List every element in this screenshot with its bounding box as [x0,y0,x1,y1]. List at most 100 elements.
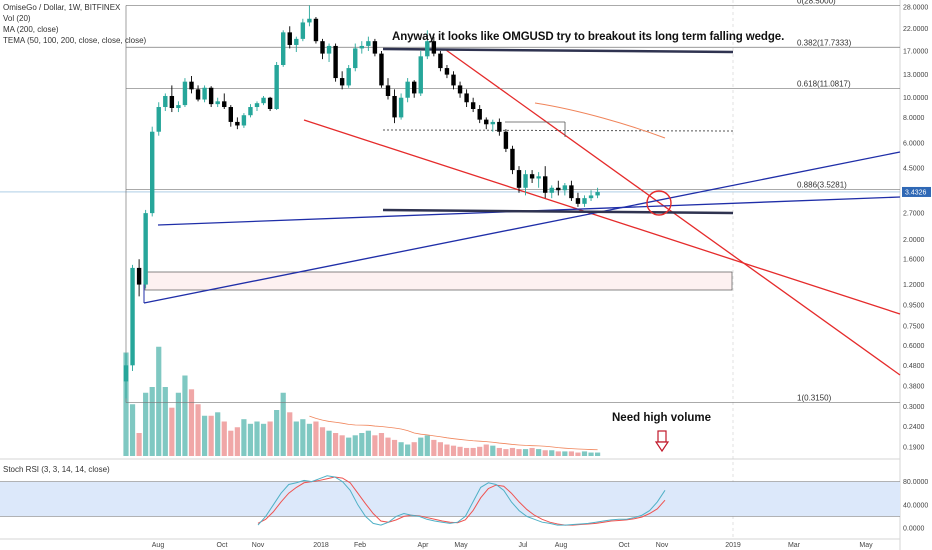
time-tick-label: Aug [555,542,568,549]
price-tick-label: 0.3800 [903,383,925,390]
last-price-tag [902,186,931,197]
time-tick-label: Oct [217,542,228,549]
time-tick-label: Nov [656,542,669,549]
candle-body [562,185,568,191]
volume-bar [346,437,352,456]
volume-bar [549,450,555,456]
fibonacci-levels: 0(28.5000) 0.382(17.7333) 0.618(11.0817) 0.… [125,0,900,403]
time-tick-label: 2019 [725,542,741,549]
candle-body [320,41,325,54]
time-tick-label: Apr [418,542,430,549]
candle-body [202,87,207,100]
price-tick-label: 8.0000 [903,115,925,122]
candle-body [438,53,443,69]
candle-body [543,176,548,193]
volume-bar [405,444,411,456]
volume-bar [221,421,227,456]
volume-bar [287,412,293,456]
volume-bar [470,447,476,456]
symbol-title: OmiseGo / Dollar, 1W, BITFINEX [3,3,121,12]
candle-body [418,56,423,94]
candle-body [176,105,181,109]
candle-body [143,213,148,285]
candle-body [575,198,581,204]
indicator-tema[interactable]: TEMA (50, 100, 200, close, close, close) [3,36,147,45]
candle-body [444,68,450,75]
volume-bar [365,430,371,456]
hand-pointer-tip [654,441,670,453]
time-axis[interactable]: Aug Oct Nov 2018 Feb Apr May Jul Aug Oct Nov 2019 Ma… [0,538,900,549]
indicator-ma[interactable]: MA (200, close) [3,25,59,34]
candle-body [208,87,214,105]
candle-body [536,176,541,179]
candle-body [379,53,384,86]
candle-body [523,174,528,188]
stoch-rsi-panel [0,475,900,526]
candle-body [425,41,430,57]
candle-body [136,267,142,285]
time-tick-label: Feb [354,542,366,549]
stoch-k-line [257,475,666,526]
candle-body [267,97,273,109]
candle-body [195,89,201,100]
fib-label: 0.886(3.5281) [797,181,847,190]
volume-bar [457,446,463,456]
indicator-vol[interactable]: Vol (20) [3,14,31,23]
candle-body [569,185,574,199]
candle-body [412,81,417,94]
volume-bar [555,451,561,456]
rsi-tick-label: 80.0000 [903,479,928,486]
price-axis[interactable]: 28.0000 22.0000 17.0000 13.0000 10.0000 8.000… [902,5,931,533]
candle-body [130,267,135,366]
volume-bar [496,447,502,456]
volume-bar [313,421,319,456]
volume-bar [509,447,516,456]
candle-body [248,107,253,116]
volume-bar [333,433,339,456]
volume-bar [522,449,529,456]
volume-bar [542,450,548,456]
price-tick-label: 0.1900 [903,445,925,452]
volume-bar [293,421,299,456]
candle-body [307,18,312,23]
volume-bar [136,433,142,456]
volume-bar [516,449,522,456]
time-tick-label: Aug [152,542,165,549]
stoch-rsi-label[interactable]: Stoch RSI (3, 3, 14, 14, close) [3,465,110,474]
volume-bar [143,392,149,456]
volume-bar [398,442,404,456]
candle-body [156,107,161,132]
candle-body [274,64,279,109]
volume-bar [490,445,496,456]
price-tick-label: 2.7000 [903,211,925,218]
volume-bar [437,442,443,456]
volume-bar [319,427,326,456]
volume-bar [391,439,398,456]
moving-average [534,102,666,139]
candle-body [484,119,489,125]
volume-bar [208,415,214,456]
candle-body [385,85,391,96]
volume-bar [464,447,470,456]
volume-bar [254,421,260,456]
volume-bar [568,451,574,456]
hand-pointer-icon [657,430,667,443]
price-tick-label: 1.2000 [903,282,925,289]
volume-note[interactable]: Need high volume [612,412,712,424]
candle-body [228,107,233,122]
candle-body [254,103,260,108]
volume-bar [274,410,280,456]
candle-body [588,195,594,199]
volume-bar [418,437,424,456]
volume-bar [169,407,175,456]
volume-bar [385,437,391,456]
fib-label: 0(28.5000) [797,0,836,5]
volume-bar [241,419,247,456]
candle-body [470,102,476,109]
volume-bar [378,433,385,456]
candle-body [582,198,587,204]
candle-body [123,365,129,382]
candle-body [503,131,509,149]
annotation-text[interactable]: Anyway it looks like OMGUSD try to break… [392,31,785,43]
